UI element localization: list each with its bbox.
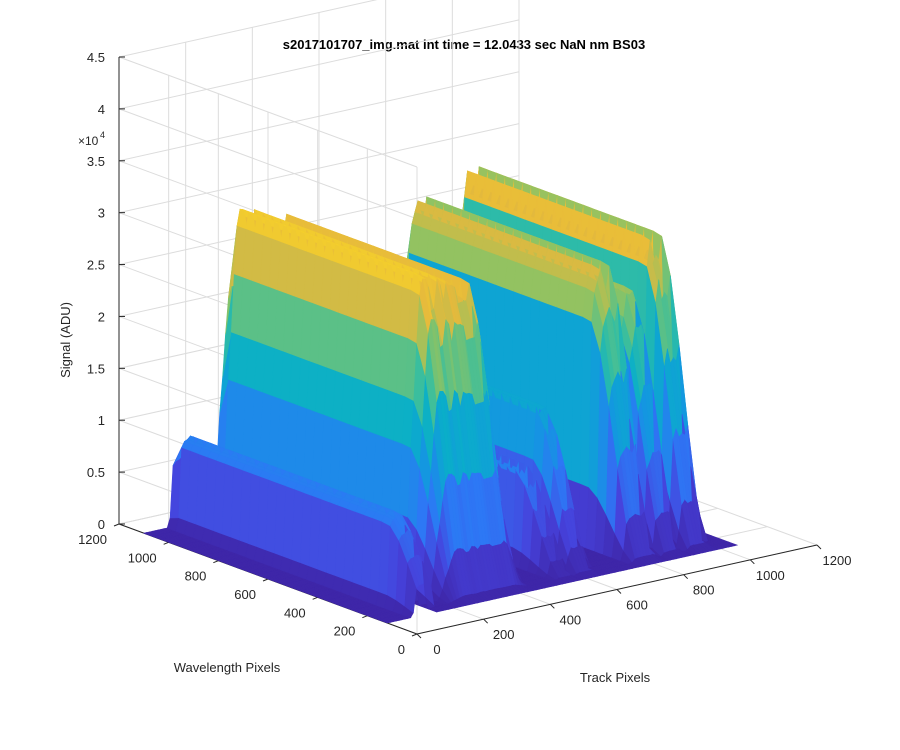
grid-line: [118, 0, 378, 58]
y-tick-label: 200: [334, 624, 356, 639]
grid-line: [118, 175, 520, 266]
z-tick-label: 3: [98, 206, 105, 221]
y-tick-mark: [213, 560, 219, 564]
x-tick-label: 800: [693, 583, 715, 598]
x-tick-label: 400: [559, 612, 581, 627]
grid-line: [118, 71, 520, 162]
z-tick-label: 0: [98, 517, 105, 532]
y-tick-label: 1200: [78, 532, 107, 547]
z-tick-label: 4: [98, 102, 105, 117]
x-tick-mark: [683, 574, 689, 580]
x-tick-mark: [616, 589, 622, 594]
grid-line: [118, 108, 418, 220]
x-tick-mark: [416, 633, 422, 639]
x-axis-label: Track Pixels: [580, 670, 651, 685]
y-tick-mark: [411, 633, 418, 637]
x-tick-label: 600: [626, 598, 648, 613]
x-tick-label: 200: [493, 627, 515, 642]
z-tick-label: 3.5: [87, 154, 105, 169]
z-tick-label: 1.5: [87, 361, 105, 376]
z-tick-label: 4.5: [87, 50, 105, 65]
surface-plot: [142, 166, 739, 624]
grid-line: [118, 123, 520, 214]
y-tick-label: 800: [185, 569, 207, 584]
z-tick-label: 2: [98, 309, 105, 324]
y-tick-label: 0: [398, 642, 405, 657]
z-multiplier: ×10 4: [78, 130, 105, 148]
y-tick-mark: [262, 578, 269, 582]
y-tick-mark: [113, 523, 120, 527]
z-multiplier-base: ×10: [78, 134, 99, 148]
z-tick-label: 1: [98, 413, 105, 428]
tick-labels: 0200400600800100012000200400600800100012…: [78, 50, 851, 657]
x-tick-mark: [549, 603, 555, 609]
y-axis-label: Wavelength Pixels: [174, 660, 281, 675]
y-tick-label: 1000: [128, 550, 157, 565]
y-tick-label: 400: [284, 605, 306, 620]
grid-line: [118, 19, 520, 110]
x-tick-label: 1000: [756, 568, 785, 583]
y-tick-label: 600: [234, 587, 256, 602]
x-tick-label: 0: [433, 642, 440, 657]
x-tick-mark: [749, 559, 755, 565]
z-tick-label: 2.5: [87, 258, 105, 273]
y-tick-mark: [163, 541, 169, 545]
z-tick-label: 0.5: [87, 465, 105, 480]
chart-title: s2017101707_img.mat int time = 12.0433 s…: [283, 37, 645, 52]
y-tick-mark: [362, 615, 368, 619]
x-tick-label: 1200: [823, 553, 852, 568]
grid-line: [118, 56, 418, 168]
z-axis-label: Signal (ADU): [58, 302, 73, 378]
x-tick-mark: [483, 618, 489, 624]
y-tick-mark: [312, 596, 318, 600]
surface-patch: [724, 541, 739, 547]
x-tick-mark: [816, 544, 822, 550]
z-multiplier-exponent: 4: [100, 130, 105, 140]
